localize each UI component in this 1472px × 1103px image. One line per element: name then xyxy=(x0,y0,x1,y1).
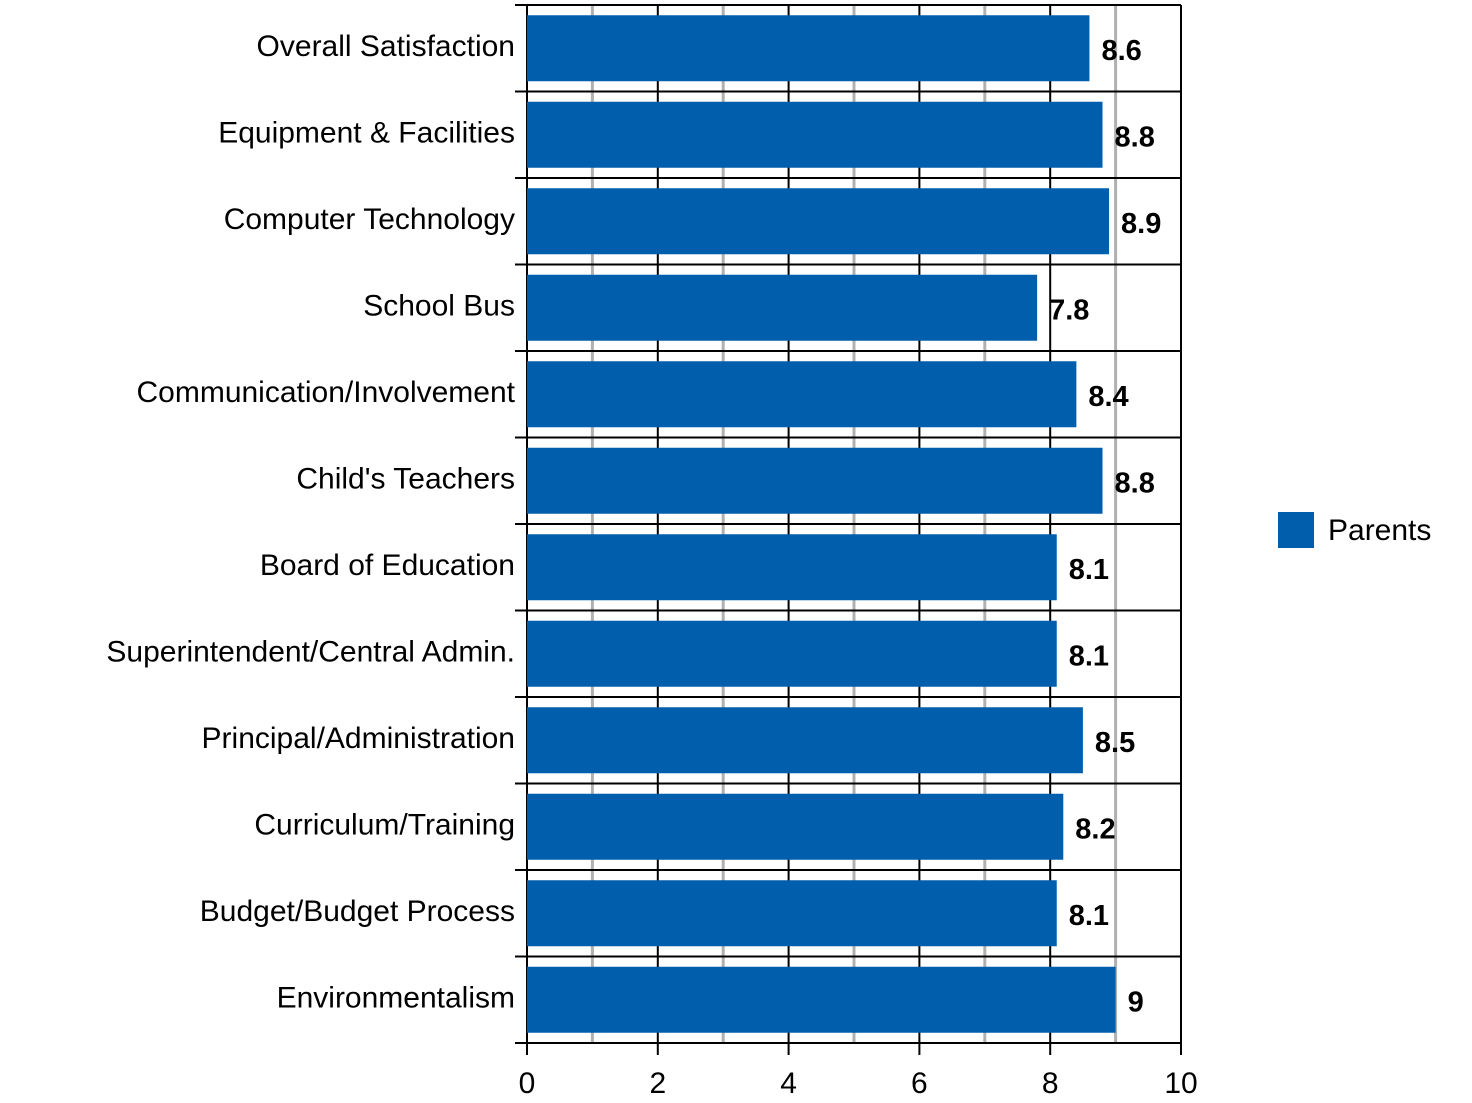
value-label: 9 xyxy=(1128,986,1144,1018)
x-tick-label: 4 xyxy=(780,1067,797,1100)
bar xyxy=(527,361,1077,428)
bar xyxy=(527,447,1103,514)
y-tick-label: Principal/Administration xyxy=(202,722,515,755)
x-tick-label: 8 xyxy=(1042,1067,1059,1100)
value-label: 8.4 xyxy=(1088,381,1128,413)
y-tick-label: Superintendent/Central Admin. xyxy=(106,636,515,669)
value-label: 8.1 xyxy=(1069,900,1109,932)
bar xyxy=(527,188,1110,255)
y-tick-label: Board of Education xyxy=(260,549,515,582)
legend-label: Parents xyxy=(1328,514,1431,547)
bar xyxy=(527,707,1083,774)
value-label: 8.5 xyxy=(1095,727,1135,759)
value-label: 8.1 xyxy=(1069,554,1109,586)
value-label: 8.2 xyxy=(1075,813,1115,845)
y-tick-label: Environmentalism xyxy=(277,982,515,1015)
y-tick-label: Communication/Involvement xyxy=(136,376,515,409)
bar xyxy=(527,15,1090,82)
bar xyxy=(527,880,1057,947)
x-tick-label: 6 xyxy=(911,1067,928,1100)
y-tick-label: Equipment & Facilities xyxy=(218,117,515,150)
value-label: 7.8 xyxy=(1049,294,1089,326)
y-tick-label: Curriculum/Training xyxy=(254,809,515,842)
value-label: 8.1 xyxy=(1069,640,1109,672)
bar xyxy=(527,534,1057,601)
bar xyxy=(527,966,1116,1033)
bar xyxy=(527,101,1103,168)
y-tick-label: Computer Technology xyxy=(224,203,515,236)
x-tick-label: 0 xyxy=(519,1067,536,1100)
x-tick-label: 2 xyxy=(649,1067,666,1100)
x-tick-label: 10 xyxy=(1164,1067,1197,1100)
value-label: 8.8 xyxy=(1115,121,1155,153)
value-label: 8.8 xyxy=(1115,467,1155,499)
bar xyxy=(527,620,1057,687)
y-tick-label: Budget/Budget Process xyxy=(200,895,515,928)
value-label: 8.6 xyxy=(1101,35,1141,67)
legend-swatch xyxy=(1278,512,1314,548)
bar xyxy=(527,274,1038,341)
value-label: 8.9 xyxy=(1121,208,1161,240)
y-tick-label: Overall Satisfaction xyxy=(257,30,515,63)
y-tick-label: Child's Teachers xyxy=(296,463,515,496)
bar xyxy=(527,793,1064,860)
y-tick-label: School Bus xyxy=(363,290,515,323)
